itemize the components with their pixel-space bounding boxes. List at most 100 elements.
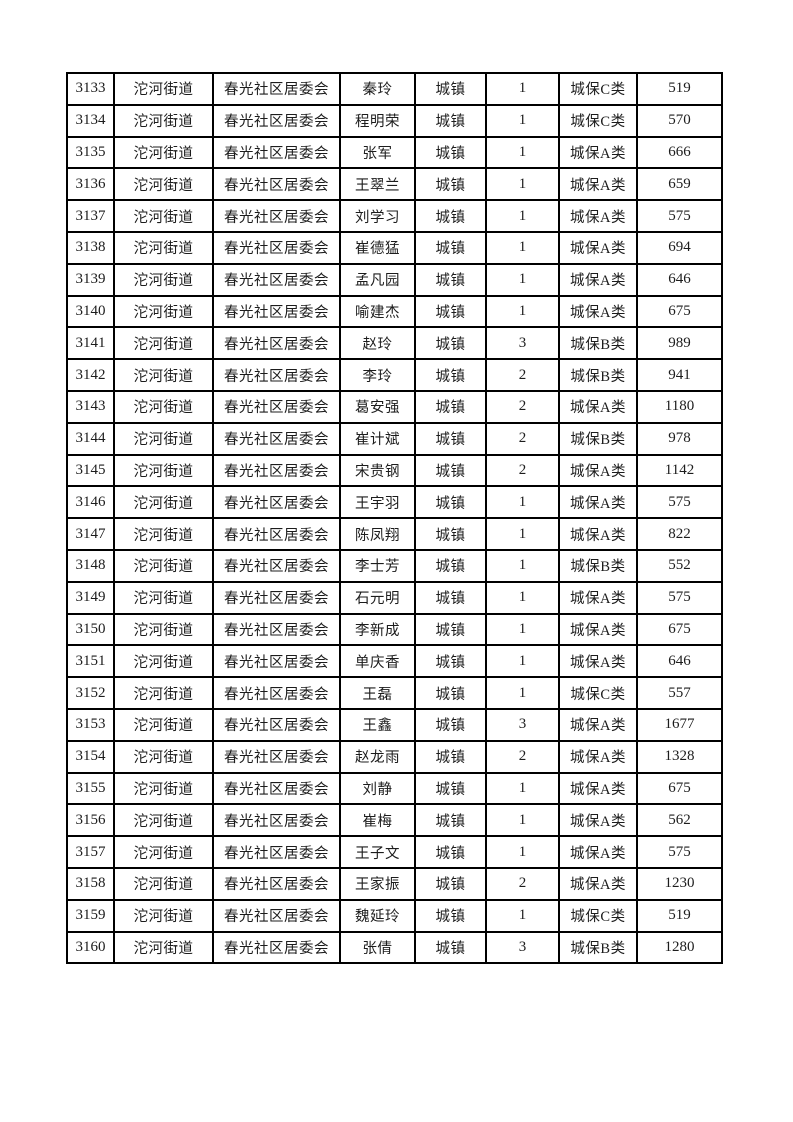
cell-street: 沱河街道 [113, 707, 214, 742]
cell-street: 沱河街道 [113, 453, 214, 488]
cell-serial: 3143 [66, 389, 115, 424]
cell-serial: 3145 [66, 453, 115, 488]
cell-count: 1 [485, 771, 560, 806]
cell-count: 2 [485, 453, 560, 488]
cell-serial: 3138 [66, 230, 115, 265]
cell-count: 3 [485, 326, 560, 361]
cell-committee: 春光社区居委会 [212, 898, 341, 933]
table-row: 3146 沱河街道 春光社区居委会 王宇羽 城镇 1 城保A类 575 [66, 485, 723, 520]
cell-name: 葛安强 [339, 389, 416, 424]
cell-committee: 春光社区居委会 [212, 135, 341, 170]
cell-committee: 春光社区居委会 [212, 866, 341, 901]
cell-street: 沱河街道 [113, 771, 214, 806]
cell-type: 城镇 [414, 803, 487, 838]
cell-type: 城镇 [414, 644, 487, 679]
table-row: 3141 沱河街道 春光社区居委会 赵玲 城镇 3 城保B类 989 [66, 326, 723, 361]
cell-street: 沱河街道 [113, 167, 214, 202]
cell-count: 3 [485, 707, 560, 742]
records-table: 3133 沱河街道 春光社区居委会 秦玲 城镇 1 城保C类 519 3134 沱河街道 春光社区居… [66, 72, 723, 965]
table-row: 3137 沱河街道 春光社区居委会 刘学习 城镇 1 城保A类 575 [66, 199, 723, 233]
cell-type: 城镇 [414, 167, 487, 202]
cell-type: 城镇 [414, 453, 487, 488]
cell-category: 城保A类 [558, 866, 638, 901]
table-row: 3149 沱河街道 春光社区居委会 石元明 城镇 1 城保A类 575 [66, 580, 723, 615]
cell-name: 王鑫 [339, 707, 416, 742]
cell-name: 崔梅 [339, 803, 416, 838]
cell-category: 城保A类 [558, 803, 638, 838]
cell-name: 王子文 [339, 835, 416, 869]
cell-street: 沱河街道 [113, 103, 214, 138]
cell-street: 沱河街道 [113, 230, 214, 265]
cell-name: 赵龙雨 [339, 739, 416, 774]
cell-committee: 春光社区居委会 [212, 389, 341, 424]
cell-category: 城保A类 [558, 135, 638, 170]
cell-type: 城镇 [414, 866, 487, 901]
cell-committee: 春光社区居委会 [212, 103, 341, 138]
cell-amount: 666 [636, 135, 723, 170]
cell-category: 城保A类 [558, 230, 638, 265]
cell-serial: 3136 [66, 167, 115, 202]
cell-category: 城保C类 [558, 103, 638, 138]
records-table-container: 3133 沱河街道 春光社区居委会 秦玲 城镇 1 城保C类 519 3134 沱河街道 春光社区居… [66, 72, 723, 965]
cell-serial: 3149 [66, 580, 115, 615]
cell-committee: 春光社区居委会 [212, 326, 341, 361]
cell-category: 城保A类 [558, 199, 638, 233]
cell-count: 3 [485, 930, 560, 965]
cell-name: 赵玲 [339, 326, 416, 361]
cell-serial: 3142 [66, 358, 115, 392]
cell-type: 城镇 [414, 707, 487, 742]
cell-count: 1 [485, 135, 560, 170]
cell-category: 城保A类 [558, 453, 638, 488]
cell-count: 1 [485, 485, 560, 520]
cell-street: 沱河街道 [113, 548, 214, 583]
cell-name: 王翠兰 [339, 167, 416, 202]
cell-name: 崔计斌 [339, 421, 416, 456]
cell-committee: 春光社区居委会 [212, 517, 341, 551]
cell-amount: 675 [636, 294, 723, 329]
cell-amount: 694 [636, 230, 723, 265]
cell-count: 1 [485, 835, 560, 869]
cell-amount: 659 [636, 167, 723, 202]
cell-count: 1 [485, 548, 560, 583]
cell-serial: 3146 [66, 485, 115, 520]
cell-committee: 春光社区居委会 [212, 167, 341, 202]
cell-street: 沱河街道 [113, 898, 214, 933]
cell-type: 城镇 [414, 262, 487, 297]
table-row: 3136 沱河街道 春光社区居委会 王翠兰 城镇 1 城保A类 659 [66, 167, 723, 202]
cell-count: 1 [485, 294, 560, 329]
cell-name: 喻建杰 [339, 294, 416, 329]
cell-amount: 519 [636, 72, 723, 106]
cell-type: 城镇 [414, 421, 487, 456]
cell-type: 城镇 [414, 294, 487, 329]
table-row: 3142 沱河街道 春光社区居委会 李玲 城镇 2 城保B类 941 [66, 358, 723, 392]
cell-street: 沱河街道 [113, 358, 214, 392]
cell-amount: 1328 [636, 739, 723, 774]
cell-amount: 575 [636, 199, 723, 233]
cell-category: 城保A类 [558, 739, 638, 774]
cell-type: 城镇 [414, 358, 487, 392]
table-row: 3160 沱河街道 春光社区居委会 张倩 城镇 3 城保B类 1280 [66, 930, 723, 965]
table-row: 3151 沱河街道 春光社区居委会 单庆香 城镇 1 城保A类 646 [66, 644, 723, 679]
table-row: 3134 沱河街道 春光社区居委会 程明荣 城镇 1 城保C类 570 [66, 103, 723, 138]
cell-name: 李士芳 [339, 548, 416, 583]
cell-count: 1 [485, 803, 560, 838]
cell-amount: 989 [636, 326, 723, 361]
cell-type: 城镇 [414, 930, 487, 965]
cell-type: 城镇 [414, 739, 487, 774]
cell-serial: 3152 [66, 676, 115, 710]
cell-amount: 575 [636, 835, 723, 869]
cell-type: 城镇 [414, 72, 487, 106]
cell-count: 1 [485, 676, 560, 710]
cell-amount: 941 [636, 358, 723, 392]
cell-type: 城镇 [414, 485, 487, 520]
cell-street: 沱河街道 [113, 421, 214, 456]
cell-count: 2 [485, 389, 560, 424]
table-row: 3140 沱河街道 春光社区居委会 喻建杰 城镇 1 城保A类 675 [66, 294, 723, 329]
cell-amount: 646 [636, 644, 723, 679]
cell-amount: 570 [636, 103, 723, 138]
cell-count: 1 [485, 612, 560, 647]
cell-type: 城镇 [414, 548, 487, 583]
cell-committee: 春光社区居委会 [212, 707, 341, 742]
cell-type: 城镇 [414, 771, 487, 806]
